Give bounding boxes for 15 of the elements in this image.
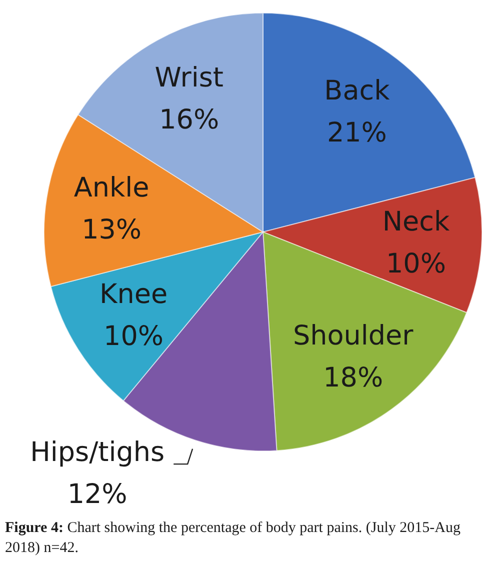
slice-label: Ankle	[74, 172, 150, 204]
slice-label: Back	[324, 76, 390, 107]
slice-label: Hips/tighs	[30, 437, 165, 468]
caption: Figure 4: Chart showing the percentage of body part pains. (July 2015-Aug 2018) n=42.	[5, 520, 461, 556]
slice-label: Wrist	[154, 62, 224, 94]
data-label: 21%	[326, 118, 387, 149]
data-label: 12%	[67, 479, 128, 510]
data-label: 10%	[386, 248, 446, 280]
slice-label: Neck	[382, 206, 450, 238]
data-label: 16%	[159, 104, 220, 136]
data-label: 10%	[104, 320, 164, 352]
data-label: 13%	[82, 214, 142, 246]
slice-label: Knee	[100, 278, 168, 310]
slice-label: Shoulder	[292, 320, 414, 352]
data-label: 18%	[323, 362, 384, 394]
